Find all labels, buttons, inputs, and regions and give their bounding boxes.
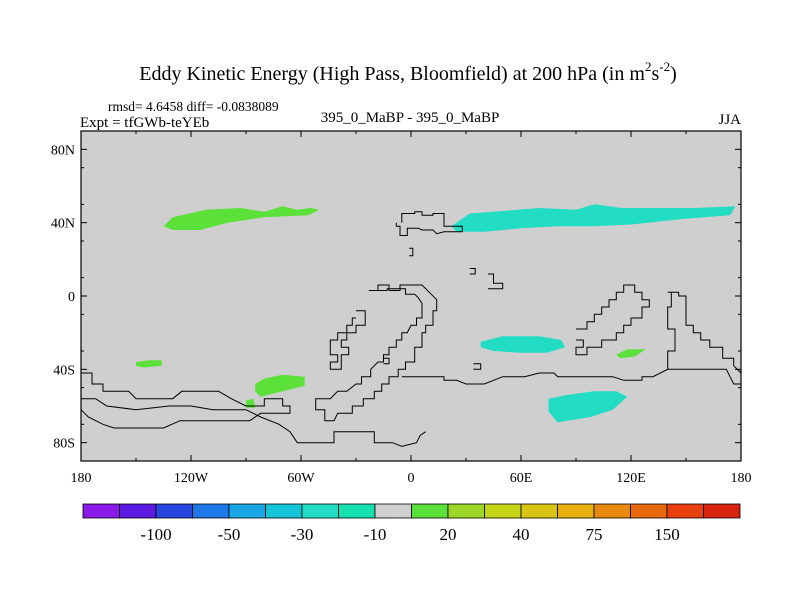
y-tick-label: 40S bbox=[53, 363, 75, 378]
cyan-nh-eurasia bbox=[451, 204, 736, 232]
colorbar-swatch bbox=[265, 503, 303, 519]
colorbar-swatch bbox=[301, 503, 339, 519]
x-tick-label: 0 bbox=[408, 471, 415, 486]
x-tick-label: 120W bbox=[174, 471, 209, 486]
land-outline-antarctic bbox=[81, 372, 291, 429]
colorbar-label: 40 bbox=[513, 525, 530, 544]
land-outline-mongolia bbox=[395, 211, 463, 236]
land-outline-south-america bbox=[315, 284, 438, 422]
colorbar-label: -50 bbox=[218, 525, 241, 544]
season-label: JJA bbox=[718, 112, 741, 128]
colorbar-swatch bbox=[374, 503, 412, 519]
green-sh-south-america bbox=[255, 374, 305, 397]
land-outline-antarctic-south bbox=[81, 398, 426, 447]
cyan-sh-south-indian bbox=[548, 391, 628, 423]
land-outline-small-box-4 bbox=[473, 363, 482, 370]
chart-title-sup2: 2 bbox=[645, 59, 652, 74]
land-outline-africa bbox=[575, 284, 650, 356]
colorbar-swatch bbox=[155, 503, 193, 519]
y-tick-label: 80N bbox=[51, 143, 75, 158]
colorbar-swatch bbox=[520, 503, 558, 519]
colorbar-swatch bbox=[447, 503, 485, 519]
colorbar-label: 20 bbox=[440, 525, 457, 544]
land-outline-small-box-3 bbox=[383, 357, 390, 365]
x-tick-label: 180 bbox=[71, 471, 92, 486]
land-outline-south-america-west bbox=[329, 310, 366, 370]
colorbar-swatch bbox=[119, 503, 157, 519]
green-sh-small-west bbox=[136, 360, 162, 368]
land-outline-step-box bbox=[488, 273, 504, 290]
chart-title-close: ) bbox=[670, 63, 677, 85]
expt-label: Expt = tfGWb-teYEb bbox=[80, 115, 209, 131]
contour-lines bbox=[81, 211, 741, 447]
x-tick-label: 120E bbox=[616, 471, 646, 486]
plot-area: 180 120W 60W 0 60E 120E 180 80N 40N 0 40S 80S bbox=[51, 130, 752, 486]
colorbar-label: -100 bbox=[140, 525, 171, 544]
colorbar-swatch bbox=[82, 503, 120, 519]
colorbar-swatch bbox=[703, 503, 741, 519]
axis-ticks: 180 120W 60W 0 60E 120E 180 80N 40N 0 40S 80S bbox=[51, 130, 752, 486]
colorbar-swatch bbox=[338, 503, 376, 519]
x-tick-label: 60W bbox=[287, 471, 315, 486]
chart-title-s: s bbox=[651, 63, 659, 85]
stats-label: rmsd= 4.6458 diff= -0.0838089 bbox=[108, 99, 279, 114]
colorbar-swatch bbox=[411, 503, 449, 519]
colorbar-label: -10 bbox=[364, 525, 387, 544]
y-tick-label: 0 bbox=[68, 290, 75, 305]
colorbar-swatch bbox=[666, 503, 704, 519]
shaded-regions bbox=[136, 204, 736, 423]
land-outline-small-box-1 bbox=[409, 247, 414, 257]
colorbar-swatch bbox=[228, 503, 266, 519]
colorbar-swatch bbox=[593, 503, 631, 519]
y-tick-label: 80S bbox=[53, 437, 75, 452]
land-outline-small-box-2 bbox=[469, 268, 476, 275]
land-outline-australia bbox=[401, 291, 741, 385]
colorbar-swatch bbox=[484, 503, 522, 519]
colorbar-swatch bbox=[630, 503, 668, 519]
colorbar-label: -30 bbox=[291, 525, 314, 544]
colorbar-swatch bbox=[557, 503, 595, 519]
chart-title-supneg2: -2 bbox=[659, 59, 670, 74]
x-tick-label: 180 bbox=[731, 471, 752, 486]
chart-title-main: Eddy Kinetic Energy (High Pass, Bloomfie… bbox=[139, 63, 645, 85]
colorbar: -100 -50 -30 -10 20 40 75 150 bbox=[82, 503, 741, 544]
green-nh-pacific bbox=[163, 206, 320, 230]
colorbar-label: 75 bbox=[586, 525, 603, 544]
green-sh-small-east bbox=[616, 349, 646, 359]
y-tick-label: 40N bbox=[51, 217, 75, 232]
colorbar-swatch bbox=[192, 503, 230, 519]
comparison-label: 395_0_MaBP - 395_0_MaBP bbox=[321, 110, 500, 126]
colorbar-label: 150 bbox=[654, 525, 680, 544]
cyan-sh-indian bbox=[480, 336, 565, 353]
x-tick-label: 60E bbox=[510, 471, 533, 486]
chart-title: Eddy Kinetic Energy (High Pass, Bloomfie… bbox=[139, 59, 677, 85]
land-outline-australia-inner bbox=[667, 292, 676, 370]
